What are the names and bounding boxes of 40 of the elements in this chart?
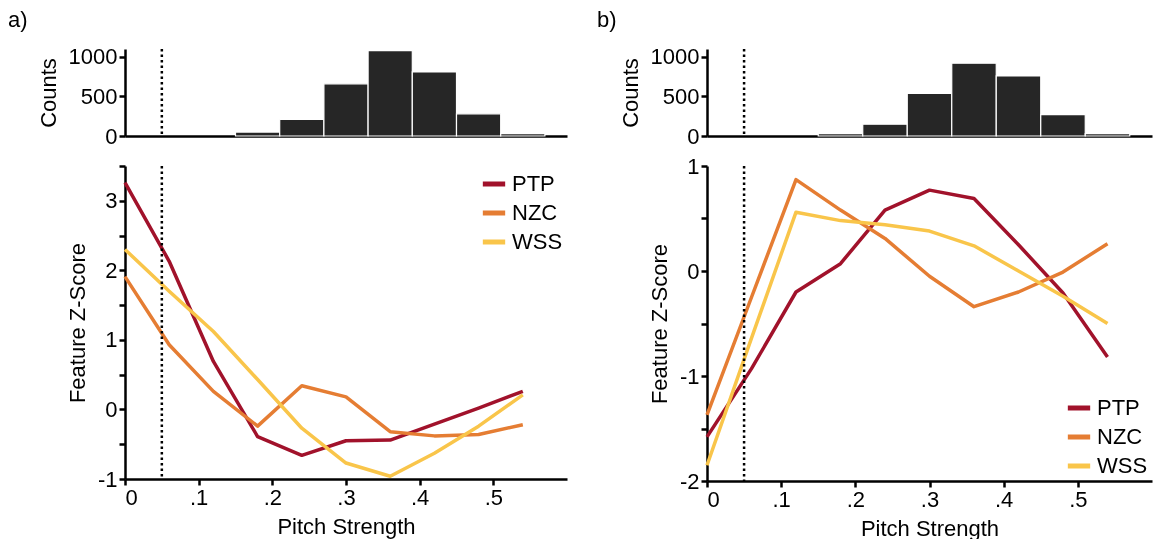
y-tick-label: 1000 (650, 44, 700, 70)
legend-label: PTP (512, 171, 555, 196)
y-axis-title: Feature Z-Score (646, 243, 672, 405)
legend-label: PTP (1097, 395, 1140, 420)
x-axis-title: Pitch Strength (277, 513, 416, 539)
x-tick-label: 0 (707, 486, 720, 512)
y-tick-label: 0 (687, 258, 700, 284)
legend-label: WSS (512, 229, 563, 254)
y-tick-label: 1 (105, 327, 118, 353)
x-tick-label: .4 (994, 486, 1014, 512)
x-tick-label: .1 (772, 486, 791, 512)
y-tick-label: 1000 (68, 44, 118, 70)
y-axis-title: Counts (35, 58, 61, 128)
x-tick-label: .3 (337, 484, 356, 510)
y-tick-label: 0 (105, 396, 118, 422)
x-tick-label: .1 (189, 484, 209, 510)
x-tick-label: .2 (263, 484, 283, 510)
x-tick-label: .2 (846, 486, 866, 512)
y-tick-label: 500 (662, 83, 700, 109)
x-tick-label: 0 (125, 484, 138, 510)
y-tick-label: -1 (679, 363, 700, 389)
x-tick-label: .3 (920, 486, 940, 512)
chart-title: a) (8, 6, 28, 32)
legend-label: NZC (512, 200, 558, 225)
x-tick-label: .4 (410, 484, 430, 510)
y-axis-title: Feature Z-Score (64, 242, 90, 404)
y-tick-label: 500 (80, 83, 118, 109)
y-axis-title: Counts (617, 58, 643, 128)
chart-title: b) (597, 6, 617, 32)
x-tick-label: .5 (484, 484, 504, 510)
y-tick-label: 1 (687, 153, 700, 179)
y-tick-label: 0 (105, 123, 118, 149)
y-tick-label: 2 (105, 257, 118, 283)
y-tick-label: 3 (105, 188, 118, 214)
x-tick-label: .5 (1069, 486, 1088, 512)
y-tick-label: -1 (97, 466, 118, 492)
y-tick-label: 0 (687, 123, 700, 149)
legend-label: NZC (1097, 424, 1143, 449)
y-tick-label: -2 (679, 468, 700, 494)
legend-label: WSS (1097, 453, 1148, 478)
